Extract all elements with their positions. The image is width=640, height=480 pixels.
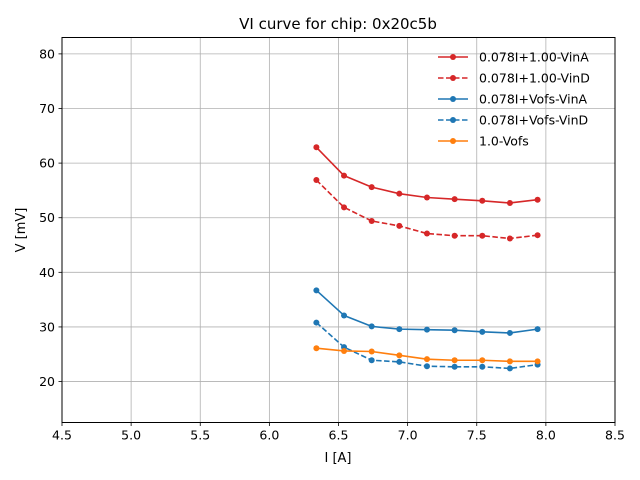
data-point xyxy=(534,232,541,239)
y-tick-label: 50 xyxy=(39,210,55,225)
legend: 0.078I+1.00-VinA 0.078I+1.00-VinD 0.078I+V… xyxy=(438,50,590,149)
data-point xyxy=(313,177,320,184)
data-point xyxy=(506,199,513,206)
legend-label-1: 0.078I+1.00-VinA xyxy=(479,50,589,65)
chart-title: VI curve for chip: 0x20c5b xyxy=(239,15,437,33)
legend-label-2: 0.078I+1.00-VinD xyxy=(479,71,590,86)
x-tick-label: 7.0 xyxy=(398,428,418,443)
x-axis-ticks: 4.5 5.0 5.5 6.0 6.5 7.0 7.5 8.0 8.5 xyxy=(52,422,625,443)
data-point xyxy=(451,232,458,239)
x-tick-label: 8.5 xyxy=(605,428,625,443)
x-tick-label: 6.5 xyxy=(329,428,349,443)
data-point xyxy=(313,144,320,151)
plot-series xyxy=(313,144,541,372)
data-point xyxy=(423,363,430,370)
x-tick-label: 5.0 xyxy=(121,428,141,443)
data-point xyxy=(534,326,541,333)
data-point xyxy=(396,326,403,333)
grid xyxy=(61,37,616,423)
data-point xyxy=(341,204,348,211)
data-point xyxy=(506,235,513,242)
data-point xyxy=(313,345,320,352)
data-point xyxy=(396,352,403,359)
series-line-2 xyxy=(315,179,538,240)
data-point xyxy=(313,319,320,326)
data-point xyxy=(479,363,486,370)
data-point xyxy=(396,222,403,229)
data-point xyxy=(396,358,403,365)
y-tick-label: 20 xyxy=(39,374,55,389)
data-point xyxy=(341,172,348,179)
legend-marker-2 xyxy=(450,75,456,81)
legend-marker-3 xyxy=(450,96,456,102)
data-point xyxy=(479,357,486,364)
data-point xyxy=(534,358,541,365)
data-point xyxy=(479,232,486,239)
data-point xyxy=(479,197,486,204)
legend-marker-5 xyxy=(450,138,456,144)
data-point xyxy=(423,194,430,201)
data-point xyxy=(451,357,458,364)
data-point xyxy=(423,230,430,237)
legend-label-4: 0.078I+Vofs-VinD xyxy=(479,113,588,128)
x-tick-label: 6.0 xyxy=(259,428,279,443)
y-tick-label: 80 xyxy=(39,46,55,61)
data-point xyxy=(423,356,430,363)
legend-label-3: 0.078I+Vofs-VinA xyxy=(479,92,588,107)
legend-label-5: 1.0-Vofs xyxy=(479,134,529,149)
x-tick-label: 8.0 xyxy=(536,428,556,443)
data-point xyxy=(479,328,486,335)
data-point xyxy=(451,327,458,334)
data-point xyxy=(506,358,513,365)
data-point xyxy=(423,326,430,333)
data-point xyxy=(341,312,348,319)
y-tick-label: 70 xyxy=(39,101,55,116)
y-tick-label: 30 xyxy=(39,319,55,334)
x-tick-label: 5.5 xyxy=(190,428,210,443)
legend-marker-1 xyxy=(450,54,456,60)
data-point xyxy=(368,184,375,191)
data-point xyxy=(368,348,375,355)
data-point xyxy=(368,217,375,224)
data-point xyxy=(451,363,458,370)
data-point xyxy=(341,347,348,354)
data-point xyxy=(368,357,375,364)
y-tick-label: 40 xyxy=(39,265,55,280)
data-point xyxy=(534,196,541,203)
y-tick-label: 60 xyxy=(39,156,55,171)
data-point xyxy=(368,323,375,330)
data-point xyxy=(396,190,403,197)
data-point xyxy=(313,287,320,294)
x-axis-label: I [A] xyxy=(324,451,351,466)
legend-marker-4 xyxy=(450,117,456,123)
data-point xyxy=(451,196,458,203)
y-axis-ticks: 20 30 40 50 60 70 80 xyxy=(39,46,62,389)
data-point xyxy=(506,329,513,336)
x-tick-label: 4.5 xyxy=(52,428,72,443)
y-axis-label: V [mV] xyxy=(14,208,29,253)
data-point xyxy=(506,365,513,372)
x-tick-label: 7.5 xyxy=(467,428,487,443)
